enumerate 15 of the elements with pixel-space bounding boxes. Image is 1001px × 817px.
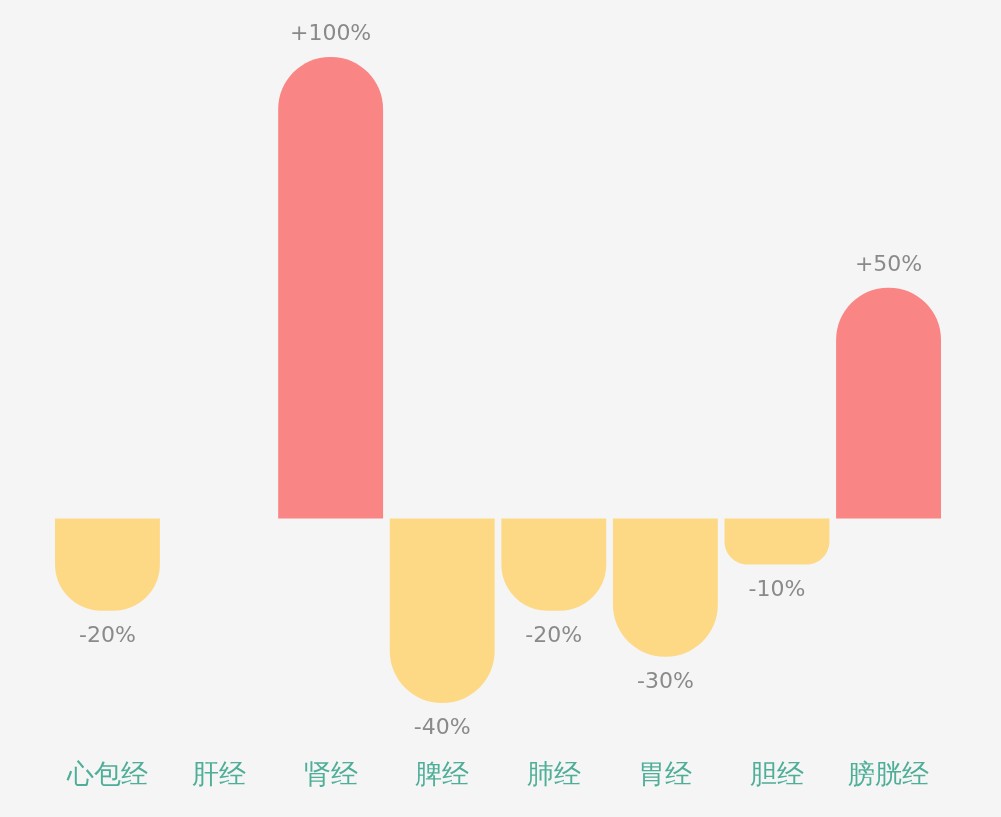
data-label: +50%	[854, 250, 923, 276]
data-label: +100%	[289, 20, 372, 45]
x-tick-label: 肝经	[192, 757, 247, 789]
x-tick-label: 脾经	[415, 757, 470, 789]
x-tick-label: 心包经	[65, 757, 148, 789]
data-label: -40%	[413, 714, 471, 739]
data-label: -20%	[525, 621, 583, 647]
data-label: -30%	[636, 667, 694, 693]
x-tick-label: 膀胱经	[848, 757, 930, 789]
data-label: -20%	[79, 621, 136, 647]
x-tick-label: 胆经	[749, 757, 804, 789]
x-tick-label: 胃经	[638, 757, 693, 789]
data-label: -10%	[748, 575, 806, 601]
x-tick-label: 肺经	[526, 757, 581, 789]
x-tick-label: 肾经	[303, 757, 358, 789]
